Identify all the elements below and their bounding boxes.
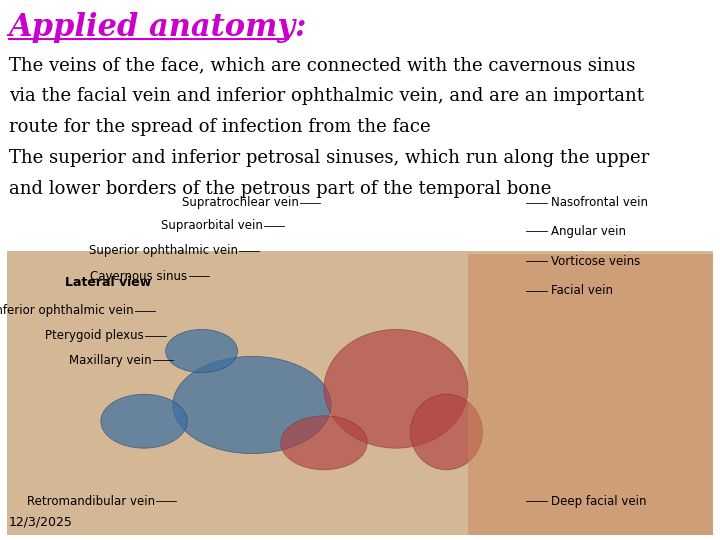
Text: Deep facial vein: Deep facial vein [551, 495, 647, 508]
Ellipse shape [101, 394, 187, 448]
Text: The veins of the face, which are connected with the cavernous sinus: The veins of the face, which are connect… [9, 57, 635, 75]
Polygon shape [468, 254, 713, 535]
Ellipse shape [173, 356, 331, 454]
Ellipse shape [324, 329, 468, 448]
Text: Superior ophthalmic vein: Superior ophthalmic vein [89, 244, 238, 257]
Text: and lower borders of the petrous part of the temporal bone: and lower borders of the petrous part of… [9, 180, 551, 198]
Ellipse shape [281, 416, 367, 470]
Text: Angular vein: Angular vein [551, 225, 626, 238]
Text: Inferior ophthalmic vein: Inferior ophthalmic vein [0, 304, 133, 317]
Text: Cavernous sinus: Cavernous sinus [90, 270, 187, 283]
Text: Vorticose veins: Vorticose veins [551, 255, 640, 268]
Text: Maxillary vein: Maxillary vein [68, 354, 151, 367]
Ellipse shape [410, 394, 482, 470]
Text: 12/3/2025: 12/3/2025 [9, 515, 73, 528]
Text: route for the spread of infection from the face: route for the spread of infection from t… [9, 118, 431, 136]
Ellipse shape [166, 329, 238, 373]
Text: Nasofrontal vein: Nasofrontal vein [551, 196, 648, 209]
Text: Supraorbital vein: Supraorbital vein [161, 219, 263, 232]
Text: The superior and inferior petrosal sinuses, which run along the upper: The superior and inferior petrosal sinus… [9, 149, 649, 167]
Text: via the facial vein and inferior ophthalmic vein, and are an important: via the facial vein and inferior ophthal… [9, 87, 644, 105]
Text: Pterygoid plexus: Pterygoid plexus [45, 329, 144, 342]
Text: Applied anatomy:: Applied anatomy: [9, 12, 307, 43]
Text: Retromandibular vein: Retromandibular vein [27, 495, 155, 508]
Text: Facial vein: Facial vein [551, 284, 613, 297]
Text: Supratrochlear vein: Supratrochlear vein [182, 196, 299, 209]
Text: Lateral view: Lateral view [65, 276, 151, 289]
